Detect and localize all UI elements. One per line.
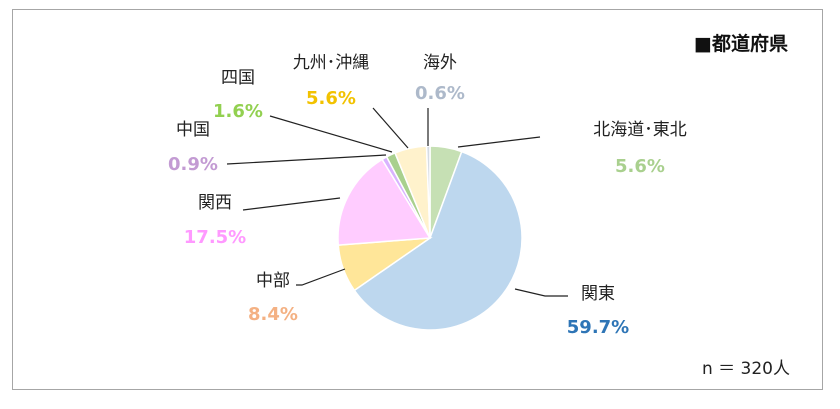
slice-name-label: 北海道･東北: [593, 120, 687, 140]
leader-line: [242, 197, 341, 211]
leader-line: [269, 115, 393, 153]
slice-name-label: 関東: [581, 284, 615, 304]
slice-name-label: 九州･沖縄: [293, 53, 370, 73]
slice-percent-label: 8.4%: [248, 304, 298, 325]
slice-name-label: 海外: [423, 53, 457, 73]
slice-percent-label: 5.6%: [615, 156, 665, 177]
pie-slice: [425, 145, 431, 239]
slice-name-label: 四国: [221, 68, 255, 88]
sample-size-note: n ＝ 320人: [702, 359, 790, 379]
leader-line: [372, 107, 409, 149]
slice-name-label: 中国: [176, 120, 210, 140]
slice-percent-label: 5.6%: [306, 88, 356, 109]
leader-line: [226, 154, 387, 165]
slice-percent-label: 0.9%: [168, 154, 218, 175]
slice-name-label: 中部: [256, 271, 290, 291]
slice-percent-label: 1.6%: [213, 101, 263, 122]
leader-line: [457, 136, 541, 148]
leader-line: [296, 268, 346, 286]
leader-line: [514, 288, 568, 297]
pie-slice: [353, 150, 523, 331]
slice-labels: 北海道･東北 5.6% 関東 59.7% 中部 8.4% 関西 17.5% 中国 0.9% 四国 1.…: [168, 53, 687, 338]
slice-name-label: 関西: [198, 193, 232, 213]
pie-slices: [337, 145, 523, 331]
slice-percent-label: 59.7%: [567, 317, 629, 338]
pie-slice: [337, 158, 432, 246]
chart-title: ■都道府県: [694, 32, 788, 55]
slice-percent-label: 0.6%: [415, 83, 465, 104]
leader-lines: [226, 107, 568, 297]
slice-percent-label: 17.5%: [184, 227, 246, 248]
